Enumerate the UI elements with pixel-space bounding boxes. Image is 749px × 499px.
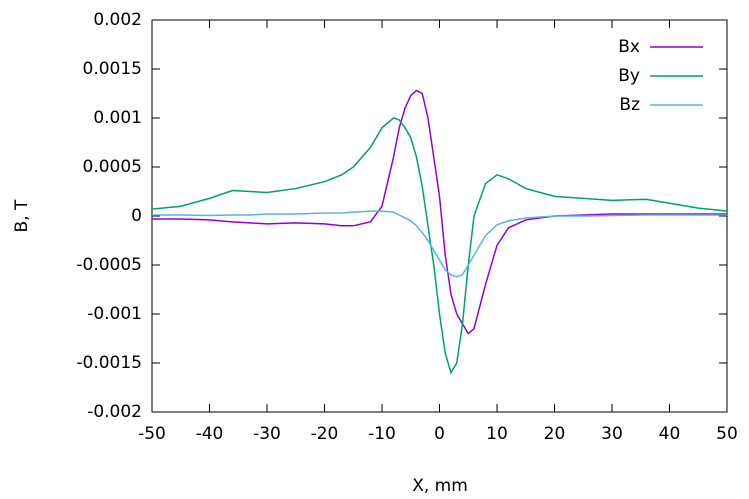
y-tick-label: 0.0005 — [83, 157, 142, 177]
x-tick-label: -40 — [196, 424, 224, 444]
y-tick-label: 0.0015 — [83, 59, 142, 79]
x-tick-label: -50 — [138, 424, 166, 444]
x-tick-label: 10 — [486, 424, 508, 444]
series-line — [152, 210, 727, 278]
x-tick-label: 30 — [601, 424, 623, 444]
x-tick-label: -30 — [253, 424, 281, 444]
legend-label: Bz — [619, 95, 640, 115]
x-axis-label: X, mm — [412, 476, 468, 496]
legend-label: Bx — [618, 37, 640, 57]
x-tick-label: 40 — [659, 424, 681, 444]
x-tick-label: -20 — [311, 424, 339, 444]
y-tick-label: 0.001 — [93, 108, 142, 128]
x-tick-label: -10 — [368, 424, 396, 444]
x-tick-label: 20 — [544, 424, 566, 444]
y-tick-label: 0 — [131, 206, 142, 226]
y-tick-label: -0.001 — [87, 304, 142, 324]
legend-label: By — [618, 66, 640, 86]
plot-frame — [151, 19, 728, 413]
series-line — [152, 89, 727, 335]
y-tick-label: -0.0005 — [76, 255, 142, 275]
x-tick-label: 0 — [434, 424, 445, 444]
y-tick-label: 0.002 — [93, 10, 142, 30]
y-tick-label: -0.002 — [87, 402, 142, 422]
x-tick-label: 50 — [716, 424, 738, 444]
series-line — [151, 117, 728, 375]
y-tick-label: -0.0015 — [76, 353, 142, 373]
y-axis-label: B, T — [12, 199, 32, 232]
